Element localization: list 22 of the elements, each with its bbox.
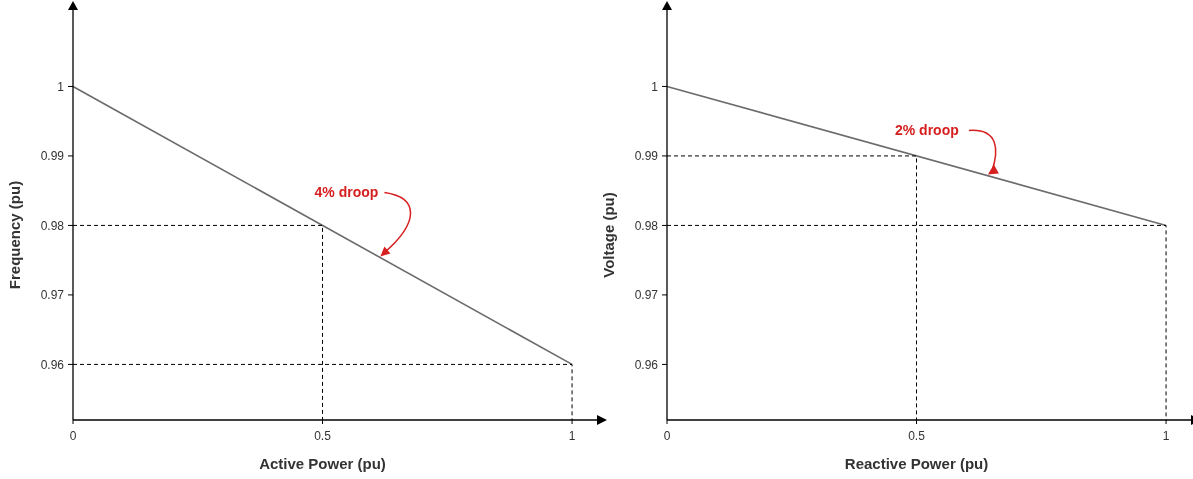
y-tick-label: 1 [651,79,659,94]
x-axis-title: Active Power (pu) [259,455,386,472]
x-tick-label: 0.5 [314,429,332,443]
y-axis-title: Frequency (pu) [6,180,23,290]
x-tick-label: 0 [663,429,671,443]
y-tick-label: 0.97 [634,288,659,303]
y-tick-label: 0.96 [634,357,659,372]
y-tick-label: 0.97 [40,288,65,303]
y-tick-label: 0.96 [40,357,65,372]
x-tick-label: 0.5 [908,429,926,443]
y-axis-title: Voltage (pu) [600,192,617,278]
x-tick-label: 0 [69,429,77,443]
y-tick-label: 0.99 [40,149,65,164]
y-tick-label: 0.98 [40,218,65,233]
annotation: 4% droop [314,184,379,201]
x-tick-label: 1 [1162,429,1170,443]
y-tick-label: 1 [57,79,65,94]
x-axis-title: Reactive Power (pu) [844,455,989,472]
annotation: 2% droop [895,122,959,139]
y-tick-label: 0.98 [634,218,659,233]
y-tick-label: 0.99 [634,149,659,164]
x-tick-label: 1 [568,429,576,443]
